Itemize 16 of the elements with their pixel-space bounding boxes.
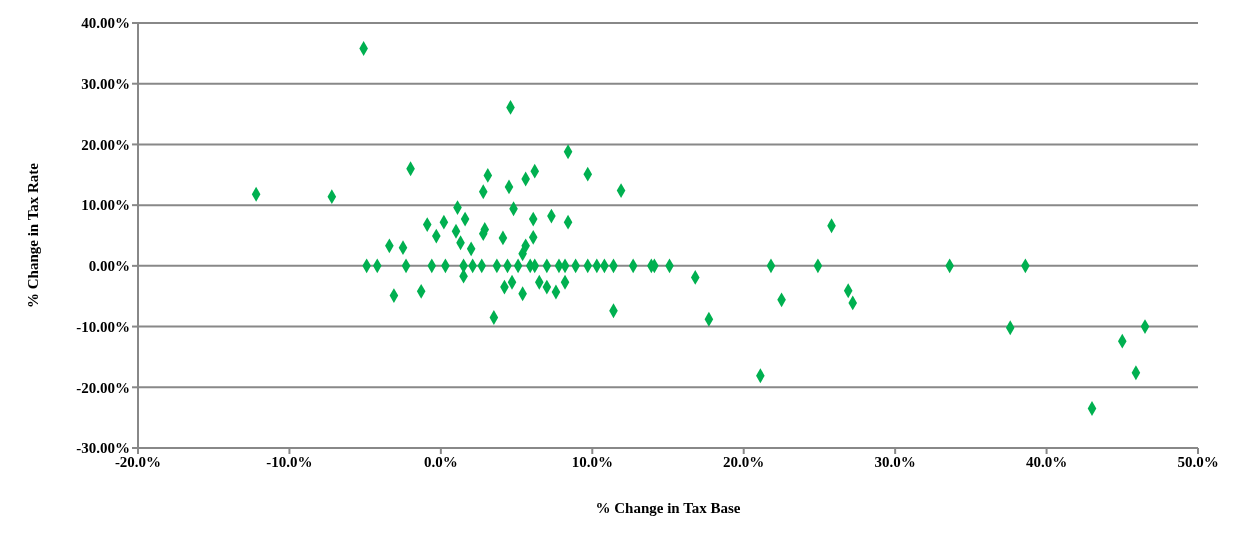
y-tick-label: 40.00%: [81, 15, 130, 32]
x-tick-label: 10.0%: [571, 453, 613, 470]
y-tick-label: -20.00%: [76, 379, 130, 396]
y-tick-label: 20.00%: [81, 136, 130, 153]
x-tick-label: -10.0%: [266, 453, 313, 470]
y-tick-label: -10.00%: [76, 318, 130, 335]
x-tick-label: 0.0%: [423, 453, 458, 470]
x-axis-title: % Change in Tax Base: [595, 500, 741, 516]
y-tick-label: 10.00%: [81, 197, 130, 214]
y-tick-label: 0.00%: [88, 258, 130, 275]
x-tick-label: 30.0%: [874, 453, 916, 470]
x-tick-label: 20.0%: [723, 453, 765, 470]
x-tick-label: 50.0%: [1177, 453, 1219, 470]
x-tick-label: 40.0%: [1025, 453, 1068, 470]
y-axis-title: % Change in Tax Rate: [25, 162, 42, 309]
y-tick-label: 30.00%: [81, 76, 130, 93]
